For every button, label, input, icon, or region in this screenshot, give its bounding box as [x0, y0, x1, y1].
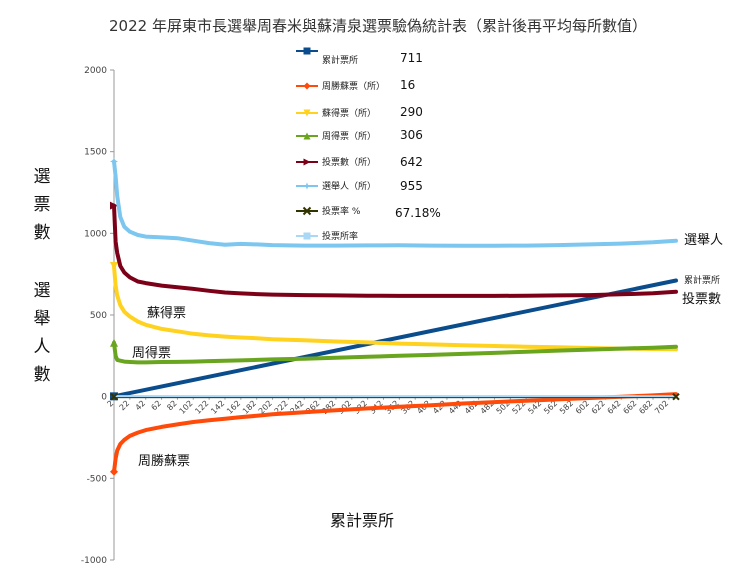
series-start-marker-5: [110, 157, 118, 166]
y-tick-label: 1000: [84, 229, 107, 239]
legend-marker-0: [303, 47, 311, 55]
legend-value-1: 16: [400, 78, 415, 92]
y-tick-label: -1000: [81, 556, 107, 565]
legend-value-6: 67.18%: [395, 206, 441, 220]
y-tick-label: 0: [101, 393, 107, 403]
y-axis-label-char: 數: [34, 223, 51, 243]
series-start-marker-4: [110, 201, 118, 210]
series-annotation-1: 周勝蘇票: [138, 454, 190, 469]
x-tick-label: 702: [653, 399, 670, 416]
legend-marker-1: [303, 82, 311, 90]
legend-label-6: 投票率 %: [322, 205, 361, 217]
series-start-marker-3: [110, 338, 118, 347]
series-annotation-4: 投票數: [682, 291, 721, 307]
series-annotation-2: 蘇得票: [147, 305, 186, 321]
x-tick-label: 122: [193, 399, 210, 416]
x-tick-label: 82: [165, 399, 179, 413]
x-tick-label: 102: [178, 399, 195, 416]
x-tick-label: 42: [134, 399, 148, 413]
x-tick-label: 442: [447, 399, 464, 416]
legend-label-5: 選舉人（所）: [322, 181, 376, 192]
series-line-4: [112, 203, 678, 298]
x-tick-label: 662: [621, 399, 638, 416]
x-tick-label: 282: [320, 399, 337, 416]
series-annotation-0: 累計票所: [684, 274, 720, 286]
series-annotation-3: 周得票: [132, 345, 171, 361]
series-line-1: [112, 392, 678, 474]
x-tick-label: 2: [105, 399, 115, 409]
y-tick-label: 2000: [84, 66, 107, 76]
legend-label-1: 周勝蘇票（所）: [322, 80, 385, 92]
series-layer: [110, 157, 680, 476]
legend-label-0: 累計票所: [322, 54, 358, 66]
series-start-marker-2: [110, 262, 118, 270]
legend-marker-3: [303, 132, 311, 140]
legend-value-3: 306: [400, 128, 423, 142]
x-tick-label: 642: [606, 399, 623, 416]
x-tick-label: 142: [209, 399, 226, 416]
y-axis-label-char: 數: [34, 365, 51, 385]
series-line-3: [112, 340, 678, 365]
legend: 累計票所 711 周勝蘇票（所） 16 蘇得票（所） 290 周得票（所） 306 投票數（所）…: [296, 47, 441, 242]
x-tick-label: 602: [574, 399, 591, 416]
legend-marker-4: [303, 158, 311, 166]
legend-value-2: 290: [400, 105, 423, 119]
series-annotation-5: 選舉人: [684, 232, 723, 248]
x-tick-label: 682: [637, 399, 654, 416]
y-axis-label-char: 選: [34, 281, 51, 301]
y-axis-label-char: 票: [34, 195, 51, 215]
chart-title: 2022 年屏東市長選舉周春米與蘇清泉選票驗偽統計表（累計後再平均每所數值）: [109, 17, 647, 35]
series-start-marker-turnout: [110, 392, 118, 401]
x-tick-label: 622: [590, 399, 607, 416]
series-end-marker-turnout: [672, 392, 680, 401]
legend-label-4: 投票數（所）: [322, 156, 376, 168]
legend-label-2: 蘇得票（所）: [322, 107, 376, 119]
legend-label-7: 投票所率: [322, 230, 358, 242]
legend-marker-6: [302, 206, 312, 216]
legend-value-0: 711: [400, 51, 423, 65]
legend-marker-2: [303, 109, 311, 117]
legend-marker-7: [303, 232, 311, 240]
x-axis-label: 累計票所: [330, 511, 394, 530]
y-axis-label-char: 舉: [34, 309, 51, 329]
series-line-0: [112, 278, 678, 399]
legend-value-5: 955: [400, 179, 423, 193]
x-tick-label: 22: [118, 399, 132, 413]
legend-label-3: 周得票（所）: [322, 130, 376, 142]
legend-value-4: 642: [400, 155, 423, 169]
x-tick-label: 422: [431, 399, 448, 416]
y-axis-label-char: 選: [34, 167, 51, 187]
x-tick-label: 162: [225, 399, 242, 416]
y-axis-label-char: 人: [34, 337, 51, 357]
series-line-2: [112, 264, 678, 352]
x-tick-label: 582: [558, 399, 575, 416]
y-tick-label: -500: [87, 474, 108, 484]
x-tick-label: 62: [149, 399, 163, 413]
x-tick-label: 302: [336, 399, 353, 416]
series-start-marker-1: [110, 467, 118, 476]
x-tick-label: 182: [241, 399, 258, 416]
y-tick-label: 1500: [84, 148, 107, 158]
series-line-5: [112, 159, 678, 248]
y-tick-label: 500: [90, 311, 107, 321]
legend-marker-5: [303, 182, 311, 190]
